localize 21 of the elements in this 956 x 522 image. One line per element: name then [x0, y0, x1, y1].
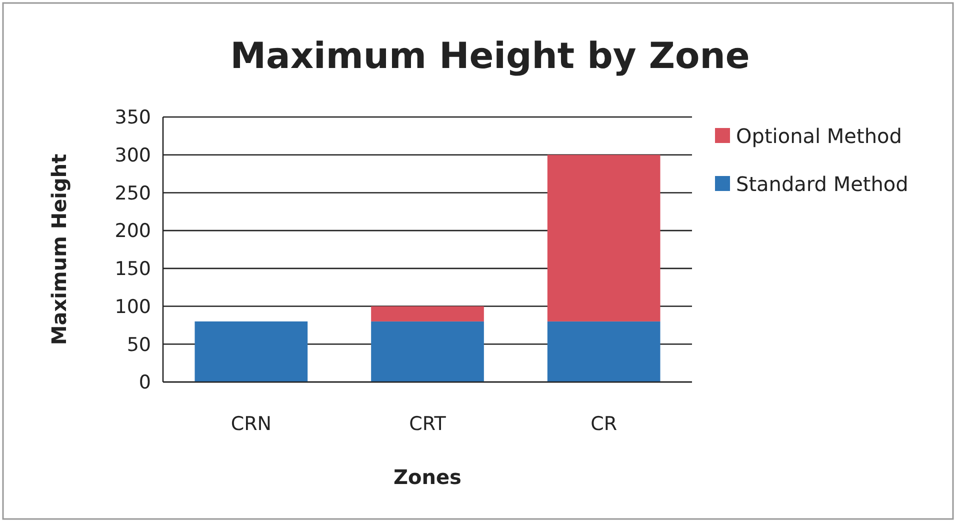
legend-label: Standard Method — [736, 172, 908, 196]
y-tick-label: 200 — [114, 220, 151, 242]
y-tick-label: 0 — [138, 372, 151, 394]
y-tick-label: 300 — [114, 144, 151, 167]
bar — [194, 321, 308, 382]
y-axis-title: Maximum Height — [47, 153, 71, 346]
bar — [547, 321, 660, 382]
bar — [547, 154, 660, 322]
x-tick-label: CRN — [230, 413, 272, 435]
legend-label: Optional Method — [736, 124, 902, 148]
x-tick-label: CRT — [409, 413, 446, 435]
y-tick-label: 150 — [114, 258, 151, 280]
chart-title: Maximum Height by Zone — [230, 36, 750, 77]
x-tick-label: CR — [590, 413, 618, 435]
y-tick-label: 50 — [126, 334, 151, 356]
y-tick-label: 350 — [114, 106, 151, 129]
y-tick-label: 100 — [114, 296, 151, 318]
bar — [371, 321, 484, 382]
x-axis-title: Zones — [394, 465, 462, 489]
bar — [371, 306, 484, 322]
y-tick-label: 250 — [114, 182, 151, 204]
